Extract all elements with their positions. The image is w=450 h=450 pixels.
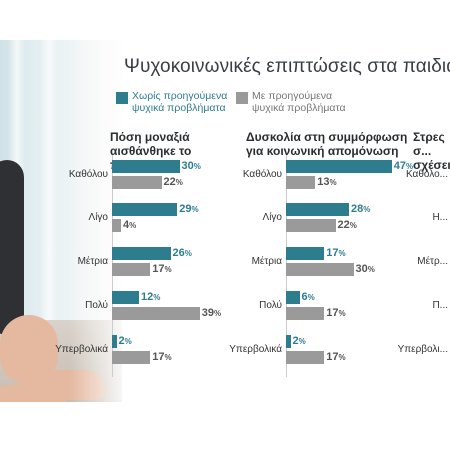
bar-teal: [286, 291, 300, 304]
category-label: Υπερβολικά: [55, 344, 108, 355]
category-label: Η...: [432, 212, 448, 223]
value-label-grey: 17%: [152, 263, 172, 275]
curtain-highlight: [40, 40, 58, 320]
value-label-teal: 29%: [179, 203, 199, 215]
bar-grey: [286, 176, 316, 189]
category-label: Μέτρ...: [417, 256, 448, 267]
value-label-teal: 12%: [141, 291, 161, 303]
bar-grey: [112, 307, 200, 320]
category-label: Καθόλο...: [405, 169, 448, 180]
category-label: Πολύ: [259, 300, 282, 311]
category-label: Καθόλου: [242, 169, 282, 180]
page-title: Ψυχοκοινωνικές επιπτώσεις στα παιδιά: [124, 56, 450, 77]
category-label: Πολύ: [85, 300, 108, 311]
category-label: Υπερβολικά: [229, 344, 282, 355]
bar-teal: [112, 247, 171, 260]
value-label-teal: 30%: [181, 160, 201, 172]
legend-swatch-grey: [236, 92, 248, 104]
bar-teal: [112, 291, 139, 304]
bar-teal: [286, 160, 392, 173]
value-label-grey: 22%: [163, 176, 183, 188]
bar-grey: [112, 176, 162, 189]
value-label-grey: 17%: [152, 351, 172, 363]
bar-teal: [286, 335, 291, 348]
legend-label-grey: Με προηγούμενα ψυχικά προβλήματα: [252, 90, 346, 114]
value-label-grey: 17%: [326, 351, 346, 363]
category-label: Λίγο: [88, 212, 108, 223]
leg-dark: [0, 160, 24, 335]
value-label-teal: 2%: [118, 335, 132, 347]
value-label-grey: 30%: [355, 263, 375, 275]
category-label: Υπερβολι...: [397, 344, 448, 355]
value-label-grey: 13%: [317, 176, 337, 188]
foot: [0, 385, 66, 402]
bar-teal: [286, 203, 349, 216]
value-label-teal: 6%: [301, 291, 315, 303]
bar-grey: [112, 219, 121, 232]
value-label-grey: 17%: [326, 307, 346, 319]
value-label-teal: 26%: [172, 247, 192, 259]
category-label: Λίγο: [262, 212, 282, 223]
category-label: Μέτρια: [251, 256, 282, 267]
legend-label-teal: Χωρίς προηγούμενα ψυχικά προβλήματα: [132, 90, 228, 114]
value-label-teal: 47%: [393, 160, 414, 172]
bar-grey: [112, 351, 151, 364]
value-label-teal: 28%: [351, 203, 371, 215]
bar-grey: [286, 351, 325, 364]
value-label-grey: 4%: [123, 219, 137, 231]
value-label-grey: 39%: [201, 307, 222, 319]
bar-teal: [112, 203, 178, 216]
category-label: Καθόλου: [68, 169, 108, 180]
section-title-2: Δυσκολία στη συμμόρφωση για κοινωνική απ…: [246, 130, 408, 158]
value-label-grey: 22%: [337, 219, 357, 231]
value-label-teal: 17%: [326, 247, 346, 259]
legend-swatch-teal: [116, 92, 128, 104]
bar-grey: [286, 307, 325, 320]
bar-grey: [286, 219, 336, 232]
bar-teal: [112, 160, 180, 173]
category-label: Π...: [432, 300, 448, 311]
bar-grey: [112, 263, 151, 276]
bar-teal: [112, 335, 117, 348]
section-title-3: Στρες σ... σχέσεις...: [413, 130, 450, 172]
bar-grey: [286, 263, 354, 276]
category-label: Μέτρια: [77, 256, 108, 267]
value-label-teal: 2%: [292, 335, 306, 347]
bar-teal: [286, 247, 325, 260]
